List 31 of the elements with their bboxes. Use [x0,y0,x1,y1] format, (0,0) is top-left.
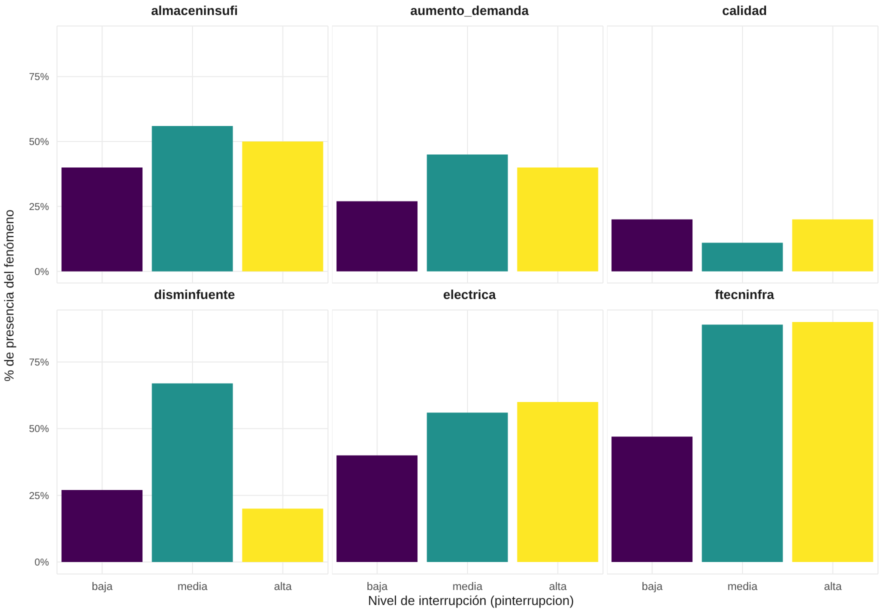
bar [62,490,143,562]
chart-title: disminfuente [153,286,236,304]
x-tick-label: baja [366,580,388,593]
y-tick-label: 50% [28,424,50,436]
y-tick-label: 25% [28,490,50,502]
bar [62,167,143,272]
y-tick-label: 75% [28,358,50,369]
bar [152,383,233,562]
x-tick-label: media [452,580,484,593]
y-tick-label: 50% [28,137,50,148]
y-tick-label: 25% [28,202,50,213]
x-tick-label: alta [548,580,568,593]
x-tick-label: baja [642,580,664,593]
chart-title: electrica [442,286,497,304]
bar [152,126,233,272]
bar [242,142,324,272]
bar [242,508,324,562]
chart-title: almaceninsufi [150,2,239,20]
chart-title: ftecninfra [714,286,776,304]
x-tick-label: alta [824,580,843,593]
chart-title: aumento_demanda [409,2,530,20]
x-tick-label: alta [274,580,293,593]
y-axis-title: % de presencia del fenómeno [2,208,17,382]
y-tick-label: 0% [34,266,50,278]
y-tick-label: 0% [34,558,50,569]
y-tick-label: 75% [28,72,50,84]
x-tick-label: media [728,580,758,593]
x-axis-title: Nivel de interrupción (pinterrupcion) [367,593,575,608]
x-tick-label: baja [92,580,114,593]
x-tick-label: media [178,580,208,593]
chart-title: calidad [721,2,768,20]
